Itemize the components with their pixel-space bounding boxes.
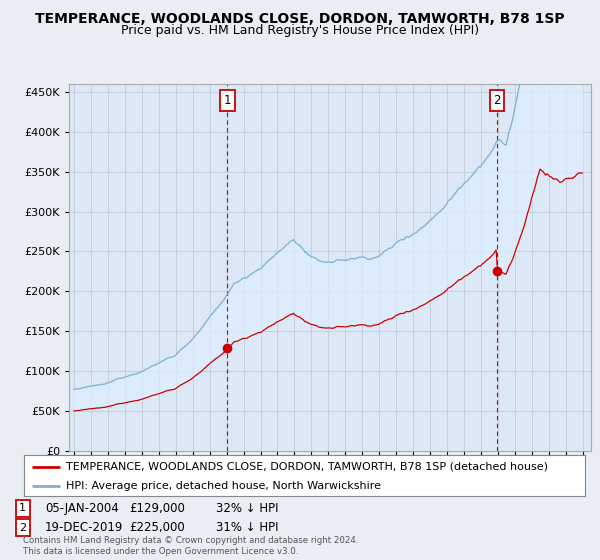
Text: £225,000: £225,000 [129, 521, 185, 534]
Text: This data is licensed under the Open Government Licence v3.0.: This data is licensed under the Open Gov… [23, 547, 298, 556]
Text: Contains HM Land Registry data © Crown copyright and database right 2024.: Contains HM Land Registry data © Crown c… [23, 536, 358, 545]
Text: 05-JAN-2004: 05-JAN-2004 [45, 502, 119, 515]
Text: 19-DEC-2019: 19-DEC-2019 [45, 521, 124, 534]
Text: £129,000: £129,000 [129, 502, 185, 515]
Text: 1: 1 [224, 94, 231, 107]
Text: TEMPERANCE, WOODLANDS CLOSE, DORDON, TAMWORTH, B78 1SP (detached house): TEMPERANCE, WOODLANDS CLOSE, DORDON, TAM… [66, 461, 548, 472]
Text: 31% ↓ HPI: 31% ↓ HPI [216, 521, 278, 534]
Text: 2: 2 [19, 522, 26, 533]
Text: HPI: Average price, detached house, North Warwickshire: HPI: Average price, detached house, Nort… [66, 480, 381, 491]
Text: Price paid vs. HM Land Registry's House Price Index (HPI): Price paid vs. HM Land Registry's House … [121, 24, 479, 36]
Text: 1: 1 [19, 503, 26, 514]
Text: 32% ↓ HPI: 32% ↓ HPI [216, 502, 278, 515]
Text: TEMPERANCE, WOODLANDS CLOSE, DORDON, TAMWORTH, B78 1SP: TEMPERANCE, WOODLANDS CLOSE, DORDON, TAM… [35, 12, 565, 26]
Text: 2: 2 [493, 94, 501, 107]
